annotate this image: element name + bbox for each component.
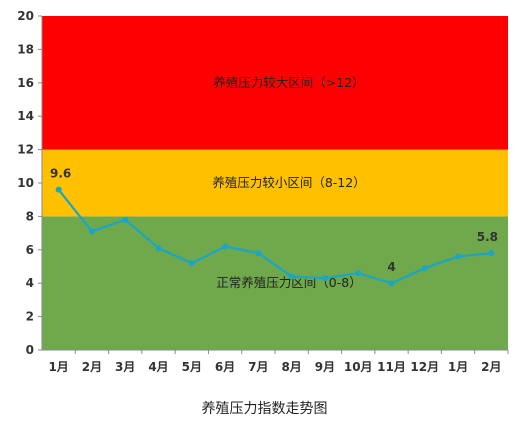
y-tick-label: 8 <box>26 209 34 223</box>
x-tick-label: 7月 <box>248 360 268 374</box>
x-tick-label: 2月 <box>82 360 102 374</box>
y-tick-label: 12 <box>17 143 34 157</box>
band-2 <box>42 16 508 150</box>
y-tick-label: 10 <box>17 176 34 190</box>
band-label-2: 养殖压力较大区间（>12） <box>213 75 364 90</box>
y-tick-label: 14 <box>17 109 34 123</box>
x-tick-label: 12月 <box>410 360 439 374</box>
data-point <box>488 250 495 257</box>
data-point <box>321 275 328 282</box>
y-tick-label: 6 <box>26 243 34 257</box>
data-point <box>355 270 362 277</box>
x-tick-label: 5月 <box>182 360 202 374</box>
y-tick-label: 0 <box>26 343 34 357</box>
x-tick-label: 1月 <box>48 360 68 374</box>
x-tick-label: 8月 <box>281 360 301 374</box>
data-point <box>55 186 62 193</box>
range-bands: 正常养殖压力区间（0-8）养殖压力较小区间（8-12）养殖压力较大区间（>12） <box>42 16 508 350</box>
band-0 <box>42 216 508 350</box>
pressure-index-chart: 正常养殖压力区间（0-8）养殖压力较小区间（8-12）养殖压力较大区间（>12）… <box>17 9 509 374</box>
y-tick-label: 2 <box>26 310 34 324</box>
series-line <box>55 186 495 287</box>
data-point <box>88 228 95 235</box>
data-point <box>455 253 462 260</box>
x-tick-label: 10月 <box>344 360 373 374</box>
x-tick-label: 9月 <box>315 360 335 374</box>
data-point <box>288 273 295 280</box>
x-tick-label: 1月 <box>448 360 468 374</box>
y-tick-label: 20 <box>17 9 34 23</box>
y-tick-labels: 0 2 4 6 8 10 12 14 16 18 20 <box>17 9 42 357</box>
data-labels: 9.6 4 5.8 <box>50 167 498 275</box>
x-tick-labels: 1月 2月 3月 4月 5月 6月 7月 8月 9月 10月 11月 12月 1月 2月 <box>48 350 509 374</box>
data-label: 4 <box>387 260 395 274</box>
x-tick-label: 6月 <box>215 360 235 374</box>
chart-caption: 养殖压力指数走势图 <box>201 401 328 417</box>
x-tick-label: 2月 <box>481 360 501 374</box>
data-point <box>255 250 262 257</box>
x-tick-label: 4月 <box>148 360 168 374</box>
data-point <box>155 245 162 252</box>
x-tick-label: 3月 <box>115 360 135 374</box>
band-1 <box>42 149 508 217</box>
data-point <box>388 280 395 287</box>
data-point <box>421 265 428 272</box>
y-tick-label: 4 <box>26 276 34 290</box>
data-point <box>122 216 129 223</box>
series-polyline <box>57 189 492 285</box>
data-point <box>222 243 229 250</box>
data-label: 5.8 <box>477 230 498 244</box>
x-tick-label: 11月 <box>377 360 406 374</box>
y-tick-label: 18 <box>17 42 34 56</box>
y-tick-label: 16 <box>17 76 34 90</box>
data-label: 9.6 <box>50 167 71 181</box>
data-point <box>188 260 195 267</box>
band-label-1: 养殖压力较小区间（8-12） <box>212 175 365 190</box>
